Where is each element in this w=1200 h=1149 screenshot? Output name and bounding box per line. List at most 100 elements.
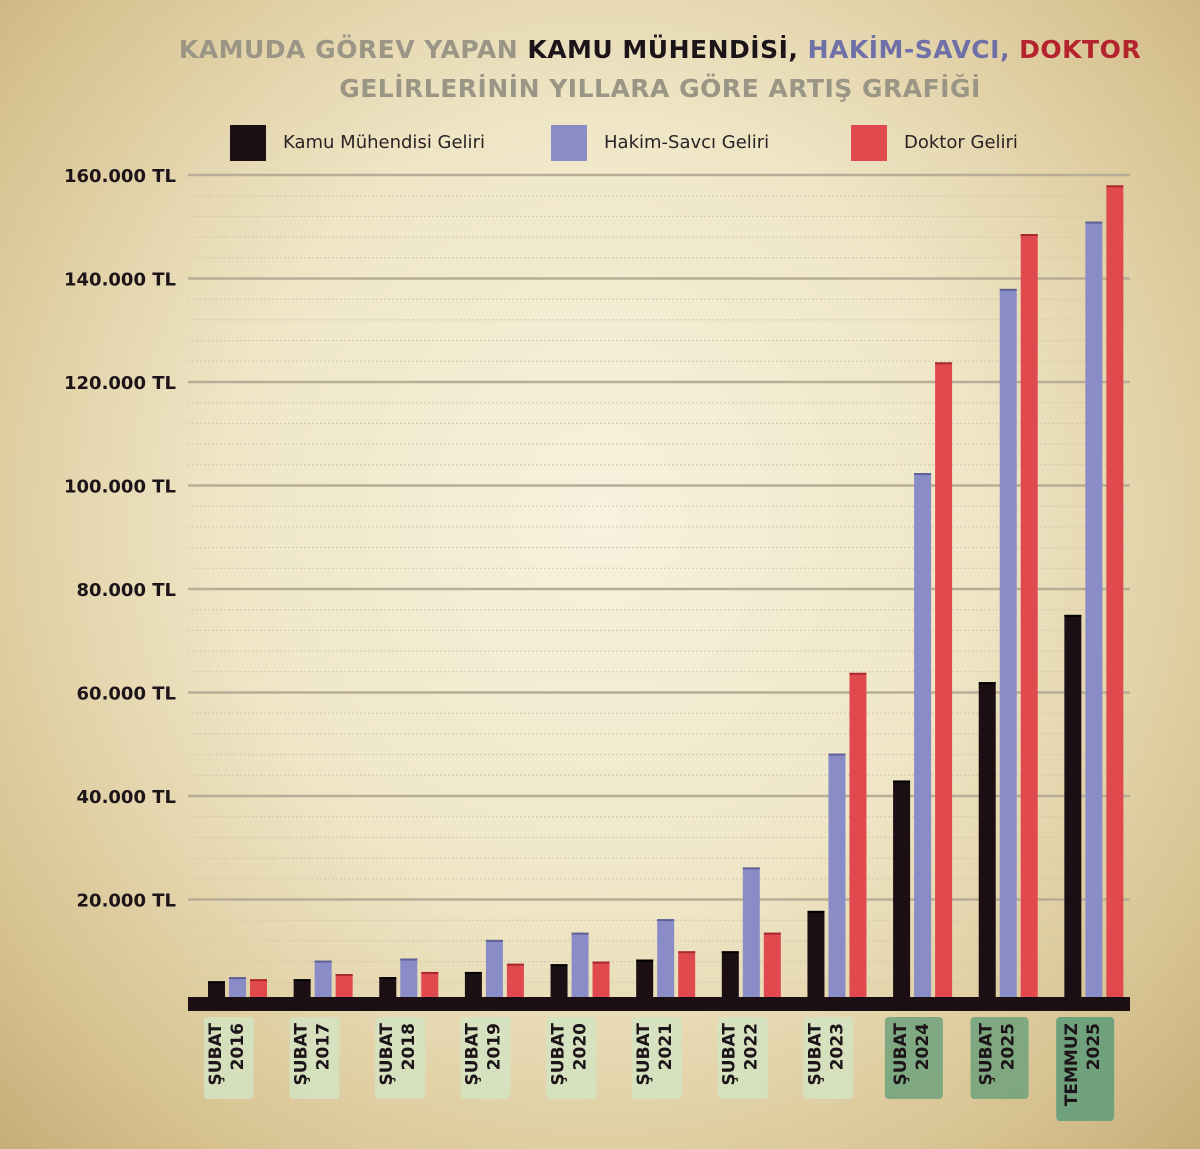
x-label-box: [1056, 1017, 1115, 1121]
x-tick-label-month: TEMMUZ: [1062, 1023, 1082, 1106]
x-label-box: [203, 1017, 254, 1099]
bar: [464, 971, 482, 1003]
chart-title-line-1: KAMUDA GÖREV YAPAN KAMU MÜHENDİSİ, HAKİM…: [60, 35, 1200, 64]
bar: [379, 977, 397, 1003]
x-tick-label-month: ŞUBAT: [377, 1023, 397, 1086]
x-label-box: [460, 1017, 511, 1099]
bar: [893, 780, 911, 1003]
x-label-box: [546, 1017, 597, 1099]
bar-top-edge: [335, 974, 353, 977]
bar: [592, 961, 610, 1003]
bar-top-edge: [678, 951, 696, 954]
bar-top-edge: [763, 932, 781, 935]
bar: [1106, 185, 1124, 1004]
x-label-box: [717, 1017, 768, 1099]
bar: [999, 288, 1017, 1004]
x-tick-label-year: 2022: [742, 1023, 762, 1070]
y-tick-label: 40.000 TL: [77, 787, 176, 808]
bar-top-edge: [229, 977, 246, 980]
x-tick-label-year: 2016: [228, 1023, 248, 1070]
title-part-doctor: DOKTOR: [1019, 35, 1142, 64]
bar-top-edge: [506, 963, 524, 966]
x-tick-label-month: ŞUBAT: [977, 1023, 997, 1086]
bar: [678, 951, 696, 1003]
legend-label-doctor: Doktor Geliri: [904, 132, 1018, 153]
x-tick-label-year: 2024: [913, 1023, 933, 1070]
x-tick-label-month: ŞUBAT: [206, 1023, 226, 1086]
bar: [807, 910, 825, 1003]
y-tick-label: 80.000 TL: [77, 580, 176, 601]
bar-top-edge: [893, 780, 911, 783]
bar: [571, 932, 589, 1003]
title-part-engineer: KAMU MÜHENDİSİ,: [527, 35, 808, 64]
bar: [400, 958, 418, 1003]
bar-top-edge: [550, 964, 568, 967]
bar-top-edge: [208, 981, 225, 984]
bar-top-edge: [293, 979, 311, 982]
y-tick-label: 20.000 TL: [77, 891, 176, 912]
x-tick-label-month: ŞUBAT: [463, 1023, 483, 1086]
x-tick-label-year: 2023: [827, 1023, 847, 1070]
bar-top-edge: [1085, 221, 1103, 224]
bar: [742, 867, 760, 1003]
bar: [1085, 221, 1103, 1003]
bar-top-edge: [1020, 233, 1038, 236]
bar: [335, 974, 353, 1003]
y-tick-label: 100.000 TL: [64, 477, 176, 498]
bar: [657, 919, 675, 1003]
bar: [763, 932, 781, 1003]
legend-swatch-doctor: [851, 125, 887, 161]
bar-top-edge: [807, 910, 825, 913]
bar: [721, 951, 739, 1003]
x-label-box: [632, 1017, 682, 1099]
x-tick-label-month: ŞUBAT: [891, 1023, 911, 1086]
title-part-intro: KAMUDA GÖREV YAPAN: [178, 35, 528, 64]
bar: [636, 959, 654, 1003]
bar-top-edge: [1106, 185, 1124, 188]
x-tick-label-year: 2025: [1084, 1023, 1104, 1070]
x-tick-label-year: 2021: [656, 1023, 676, 1070]
bar-top-edge: [978, 682, 996, 685]
legend-swatch-engineer: [230, 125, 266, 161]
x-axis-baseline: [188, 997, 1130, 1011]
legend-label-engineer: Kamu Mühendisi Geliri: [283, 132, 485, 153]
bar-top-edge: [571, 932, 589, 935]
bar: [1064, 614, 1082, 1003]
bar-top-edge: [400, 958, 418, 961]
x-tick-label-year: 2018: [399, 1023, 419, 1070]
bar: [229, 977, 246, 1003]
bar-top-edge: [314, 960, 332, 963]
y-tick-label: 120.000 TL: [64, 373, 176, 394]
bar: [506, 963, 524, 1003]
bar-top-edge: [935, 362, 953, 365]
bar-top-edge: [914, 473, 932, 476]
x-tick-label-year: 2025: [999, 1023, 1019, 1070]
bar-top-edge: [721, 951, 739, 954]
bar-top-edge: [849, 672, 867, 675]
x-tick-label-year: 2020: [570, 1023, 590, 1070]
bar-top-edge: [421, 971, 439, 974]
bar-top-edge: [999, 288, 1017, 291]
bar: [828, 753, 846, 1003]
x-tick-label-month: ŞUBAT: [720, 1023, 740, 1086]
bar: [1020, 233, 1038, 1003]
legend-swatch-judge: [551, 125, 587, 161]
y-tick-label: 160.000 TL: [64, 166, 176, 187]
bar-top-edge: [657, 919, 675, 922]
bar-top-edge: [742, 867, 760, 870]
x-tick-label-month: ŞUBAT: [548, 1023, 568, 1086]
y-tick-label: 60.000 TL: [77, 684, 176, 705]
bar: [978, 682, 996, 1003]
x-tick-label-year: 2017: [313, 1023, 333, 1070]
y-tick-label: 140.000 TL: [64, 270, 176, 291]
x-label-box: [803, 1017, 854, 1099]
bar-top-edge: [1064, 614, 1082, 617]
bar-top-edge: [828, 753, 846, 756]
bar: [849, 672, 867, 1003]
bar-top-edge: [636, 959, 654, 962]
bar: [914, 473, 932, 1004]
bar: [485, 939, 503, 1003]
bar: [421, 971, 439, 1003]
